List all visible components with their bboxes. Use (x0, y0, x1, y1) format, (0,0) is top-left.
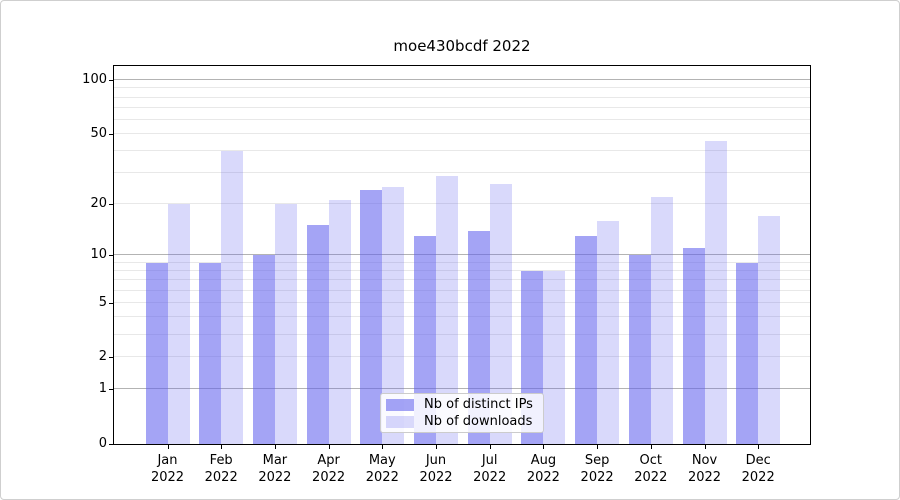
x-tick-label: Jan 2022 (150, 453, 185, 485)
gridline-major (114, 254, 810, 255)
gridline-minor (114, 270, 810, 271)
x-tick-label: Apr 2022 (312, 453, 346, 485)
bar-distinct-ips-nov (683, 248, 705, 444)
gridline-minor (114, 262, 810, 263)
y-tick-label: 5 (98, 294, 107, 310)
gridline-minor (114, 356, 810, 357)
gridline-minor (114, 87, 810, 88)
gridline-minor (114, 334, 810, 335)
y-tick-label: 1 (98, 381, 107, 397)
gridline-minor (114, 107, 810, 108)
bar-downloads-jan (168, 204, 190, 444)
legend-label-downloads: Nb of downloads (424, 414, 533, 429)
gridline-minor (114, 316, 810, 317)
legend: Nb of distinct IPs Nb of downloads (380, 393, 544, 433)
gridline-minor (114, 150, 810, 151)
bar-downloads-aug (543, 271, 565, 444)
bar-distinct-ips-may (360, 190, 382, 444)
x-tick (382, 445, 383, 449)
x-tick-label: May 2022 (365, 453, 399, 485)
gridline-minor (114, 203, 810, 204)
x-tick (758, 445, 759, 449)
bar-downloads-dec (758, 216, 780, 444)
bar-distinct-ips-sep (575, 236, 597, 444)
x-tick (168, 445, 169, 449)
legend-label-distinct-ips: Nb of distinct IPs (424, 397, 533, 412)
y-tick (109, 303, 113, 304)
legend-item-downloads: Nb of downloads (386, 413, 537, 430)
bar-downloads-feb (221, 151, 243, 444)
x-tick (490, 445, 491, 449)
gridline-major (114, 388, 810, 389)
x-tick-label: Feb 2022 (204, 453, 238, 485)
x-tick-label: Aug 2022 (526, 453, 560, 485)
x-tick (705, 445, 706, 449)
x-tick-label: Oct 2022 (634, 453, 668, 485)
y-tick (109, 444, 113, 445)
x-tick-label: Sep 2022 (580, 453, 614, 485)
legend-swatch-downloads (386, 415, 414, 428)
x-tick (275, 445, 276, 449)
gridline-minor (114, 172, 810, 173)
x-tick-label: Jul 2022 (473, 453, 507, 485)
bar-distinct-ips-jul (468, 231, 490, 444)
bar-downloads-nov (705, 141, 727, 444)
y-tick-label: 50 (90, 126, 107, 142)
x-tick (543, 445, 544, 449)
x-tick-label: Nov 2022 (687, 453, 722, 485)
gridline-minor (114, 119, 810, 120)
bar-downloads-jun (436, 176, 458, 444)
y-tick (109, 357, 113, 358)
y-tick-label: 0 (98, 436, 107, 451)
gridline-minor (114, 290, 810, 291)
y-tick (109, 134, 113, 135)
bar-distinct-ips-feb (199, 263, 221, 444)
x-tick (597, 445, 598, 449)
x-tick-label: Dec 2022 (741, 453, 775, 485)
bar-downloads-mar (275, 204, 297, 444)
y-tick-label: 20 (90, 196, 107, 212)
bar-downloads-apr (329, 200, 351, 444)
bar-distinct-ips-jan (146, 263, 168, 444)
x-tick-label: Mar 2022 (258, 453, 292, 485)
y-tick (109, 255, 113, 256)
x-tick-label: Jun 2022 (419, 453, 453, 485)
bar-downloads-oct (651, 197, 673, 444)
bar-distinct-ips-mar (253, 255, 275, 444)
y-tick-label: 2 (98, 349, 107, 365)
y-tick (109, 389, 113, 390)
x-tick (651, 445, 652, 449)
x-tick (329, 445, 330, 449)
x-tick (436, 445, 437, 449)
gridline-minor (114, 302, 810, 303)
bar-downloads-sep (597, 221, 619, 444)
bar-distinct-ips-dec (736, 263, 758, 444)
bar-distinct-ips-jun (414, 236, 436, 444)
legend-item-distinct-ips: Nb of distinct IPs (386, 396, 537, 413)
x-tick (221, 445, 222, 449)
y-tick-label: 10 (90, 247, 107, 262)
y-tick (109, 204, 113, 205)
bar-downloads-jul (490, 184, 512, 444)
y-tick (109, 80, 113, 81)
gridline-minor (114, 133, 810, 134)
bar-distinct-ips-apr (307, 225, 329, 444)
legend-swatch-distinct-ips (386, 398, 414, 411)
chart-title: moe430bcdf 2022 (393, 37, 531, 55)
bar-downloads-may (382, 187, 404, 444)
y-tick-label: 100 (82, 72, 107, 88)
bar-distinct-ips-oct (629, 255, 651, 444)
gridline-major (114, 79, 810, 80)
gridline-minor (114, 279, 810, 280)
gridline-minor (114, 97, 810, 98)
plot-area (109, 65, 811, 449)
